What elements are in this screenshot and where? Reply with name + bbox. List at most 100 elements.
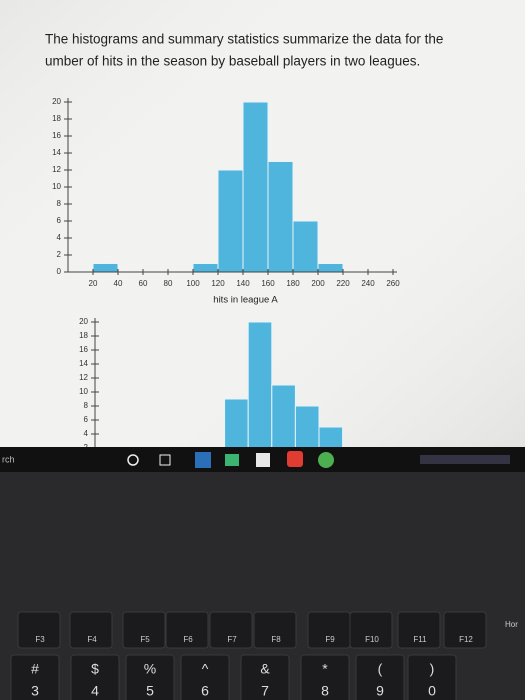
y-tick-label: 10 (79, 387, 88, 396)
y-tick-label: 18 (52, 114, 61, 123)
x-tick-label: 220 (336, 279, 350, 288)
key-number: 9 (376, 683, 384, 699)
x-tick-label: 240 (361, 279, 375, 288)
app-icon (287, 451, 303, 467)
f-key-label: F8 (271, 635, 281, 644)
f-key-label: F7 (227, 635, 237, 644)
key (17, 611, 61, 649)
x-tick-label: 200 (311, 279, 325, 288)
key (10, 654, 60, 700)
app-icon (225, 454, 239, 466)
key (122, 611, 166, 649)
f-key-label: F6 (183, 635, 193, 644)
key-number: 8 (321, 683, 329, 699)
y-tick-label: 20 (79, 317, 88, 326)
key-symbol: * (322, 661, 328, 677)
key-symbol: ^ (202, 661, 209, 677)
key (355, 654, 405, 700)
y-tick-label: 16 (79, 345, 88, 354)
x-tick-label: 140 (236, 279, 250, 288)
bar (317, 263, 344, 273)
key (443, 611, 487, 649)
x-tick-label: 100 (186, 279, 200, 288)
app-icon (195, 452, 211, 468)
key-symbol: # (31, 661, 39, 677)
y-tick-label: 14 (79, 359, 88, 368)
y-tick-label: 6 (57, 216, 62, 225)
cortana-icon (127, 454, 139, 466)
f-key-label: F11 (413, 635, 427, 644)
y-tick-label: 12 (52, 165, 61, 174)
app-icon (256, 453, 270, 467)
y-tick-label: 20 (52, 97, 61, 106)
y-tick-label: 0 (57, 267, 62, 276)
y-tick-label: 14 (52, 148, 61, 157)
key-number: 3 (31, 683, 39, 699)
f-key-label: F4 (87, 635, 97, 644)
y-tick-label: 18 (79, 331, 88, 340)
bar (292, 220, 319, 273)
y-tick-label: 16 (52, 131, 61, 140)
f-key-label: F10 (365, 635, 379, 644)
bar (92, 263, 119, 273)
key-number: 6 (201, 683, 209, 699)
key (240, 654, 290, 700)
key-number: 4 (91, 683, 99, 699)
bar (318, 426, 344, 447)
key-symbol: ) (430, 661, 435, 677)
x-tick-label: 120 (211, 279, 225, 288)
histogram-a: 0 2 4 6 8 10 12 14 16 18 20 20 40 60 80 100 120 140 160 180… (52, 97, 400, 305)
task-view-icon (159, 454, 171, 466)
question-line: The histograms and summary statistics su… (45, 32, 443, 47)
x-tick-label: 40 (114, 279, 123, 288)
key (180, 654, 230, 700)
y-tick-label: 8 (57, 199, 62, 208)
key (397, 611, 441, 649)
y-tick-label: 4 (57, 233, 62, 242)
y-tick-label: 12 (79, 373, 88, 382)
key-symbol: $ (91, 661, 99, 677)
x-tick-label: 80 (164, 279, 173, 288)
question-line: umber of hits in the season by baseball … (45, 54, 420, 69)
y-tick-label: 10 (52, 182, 61, 191)
x-tick-label: 260 (386, 279, 400, 288)
key-symbol: ( (378, 661, 383, 677)
key (209, 611, 253, 649)
x-tick-label: 60 (139, 279, 148, 288)
histogram-b: 2 4 6 8 10 12 14 16 18 20 (79, 317, 344, 452)
bar (267, 161, 294, 273)
key-number: 7 (261, 683, 269, 699)
key (70, 654, 120, 700)
f-key-label: F5 (140, 635, 150, 644)
bar (217, 169, 244, 273)
x-axis-label: hits in league A (213, 295, 278, 306)
keys: F3 F4 F5 F6 F7 F8 F9 F10 F11 F12 Hor #3 $4% 5 ^ 6 & 7 * 8 (9… (10, 611, 518, 700)
key (407, 654, 457, 700)
key-number: 5 (146, 683, 154, 699)
key (125, 654, 175, 700)
key (165, 611, 209, 649)
f-key-label: F3 (35, 635, 45, 644)
key (69, 611, 113, 649)
y-tick-label: 4 (84, 429, 89, 438)
y-tick-label: 2 (84, 443, 89, 452)
y-tick-label: 2 (57, 250, 62, 259)
f-key-label: F9 (325, 635, 335, 644)
bar (242, 101, 269, 273)
key-symbol: % (144, 661, 156, 677)
y-tick-label: 8 (84, 401, 89, 410)
bar (192, 263, 219, 273)
y-tick-label: 6 (84, 415, 89, 424)
key (349, 611, 393, 649)
x-tick-label: 20 (89, 279, 98, 288)
f-key-label: F12 (459, 635, 473, 644)
key (300, 654, 350, 700)
key-label: Hor (505, 620, 518, 629)
chrome-icon (318, 452, 334, 468)
key (253, 611, 297, 649)
key-symbol: & (260, 661, 270, 677)
x-tick-label: 180 (286, 279, 300, 288)
bar (247, 321, 273, 447)
